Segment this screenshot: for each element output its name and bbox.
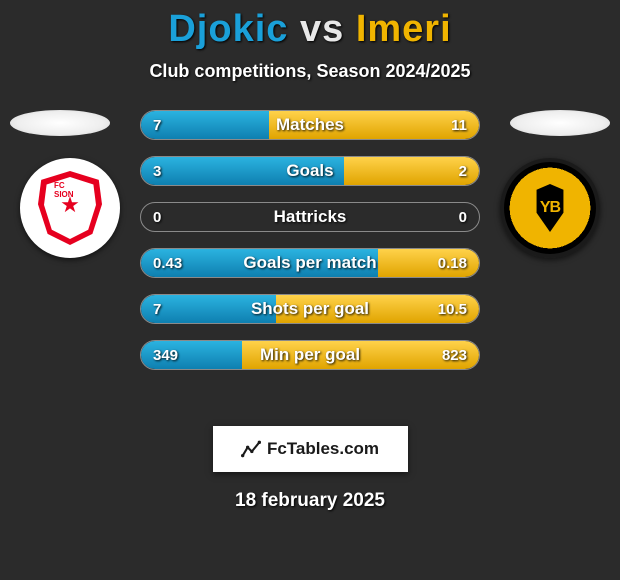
bar-fill-right bbox=[242, 341, 479, 369]
club-badge-right: YB bbox=[500, 158, 600, 258]
bar-fill-left bbox=[141, 157, 344, 185]
bar-fill-right bbox=[378, 249, 479, 277]
shield-icon: FC SION ★ bbox=[38, 171, 102, 245]
stat-row: 349823Min per goal bbox=[140, 340, 480, 370]
stat-row: 32Goals bbox=[140, 156, 480, 186]
stat-row: 711Matches bbox=[140, 110, 480, 140]
stat-label: Hattricks bbox=[141, 203, 479, 231]
flag-left bbox=[10, 110, 110, 136]
vs-separator: vs bbox=[300, 8, 344, 50]
stat-row: 0 0Hattricks bbox=[140, 202, 480, 232]
stat-value-right: 0 bbox=[459, 203, 467, 231]
bar-fill-left bbox=[141, 111, 269, 139]
player2-name: Imeri bbox=[356, 8, 452, 50]
player1-name: Djokic bbox=[168, 8, 288, 50]
stat-value-left: 0 bbox=[153, 203, 161, 231]
date: 18 february 2025 bbox=[0, 490, 620, 512]
shield-icon: YB bbox=[526, 184, 574, 232]
stat-bars: 711Matches 32Goals 0 0Hattricks 0.430.18Goal… bbox=[140, 110, 480, 386]
bar-fill-right bbox=[269, 111, 479, 139]
branding-text: FcTables.com bbox=[267, 439, 379, 459]
club-right-monogram: YB bbox=[540, 199, 560, 217]
bar-fill-right bbox=[344, 157, 479, 185]
comparison-stage: FC SION ★ YB 711Matches 32Goals 0 0Hattrick… bbox=[0, 110, 620, 410]
star-icon: ★ bbox=[60, 192, 80, 218]
stat-row: 0.430.18Goals per match bbox=[140, 248, 480, 278]
stat-row: 710.5Shots per goal bbox=[140, 294, 480, 324]
flag-right bbox=[510, 110, 610, 136]
branding-badge: FcTables.com bbox=[213, 426, 408, 472]
bar-fill-left bbox=[141, 341, 242, 369]
bar-fill-left bbox=[141, 295, 276, 323]
club-badge-left: FC SION ★ bbox=[20, 158, 120, 258]
subtitle: Club competitions, Season 2024/2025 bbox=[0, 61, 620, 82]
comparison-title: Djokic vs Imeri bbox=[0, 0, 620, 51]
bar-fill-left bbox=[141, 249, 378, 277]
chart-icon bbox=[241, 439, 261, 459]
bar-fill-right bbox=[276, 295, 479, 323]
